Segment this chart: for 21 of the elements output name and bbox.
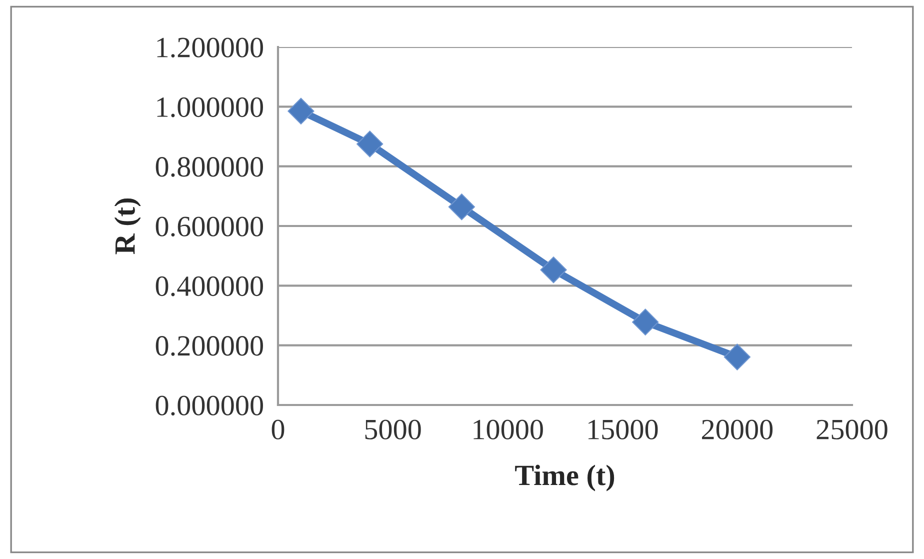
y-tick-label: 0.200000 [156,336,263,356]
x-tick-label: 0 [272,420,284,440]
x-tick-label: 5000 [365,420,421,440]
point [632,308,659,336]
y-tick-label: 0.800000 [156,157,263,177]
point [288,98,314,124]
x-tick-label: 25000 [816,420,888,440]
x-tick-label: 10000 [474,420,543,440]
y-tick-label: 1.000000 [157,97,263,118]
x-axis-title: Time (t) [515,464,614,492]
y-axis-title: R (t) [114,198,141,254]
point [724,344,750,370]
point [356,130,384,158]
y-tick-label: 0.400000 [156,276,263,296]
x-tick-label: 20000 [702,420,773,440]
y-tick-label: 1.200000 [157,38,263,58]
x-tick-label: 15000 [588,420,658,440]
point [540,256,567,284]
point [448,194,475,220]
y-tick-label: 0.000000 [156,396,263,416]
y-tick-label: 0.600000 [156,216,263,237]
